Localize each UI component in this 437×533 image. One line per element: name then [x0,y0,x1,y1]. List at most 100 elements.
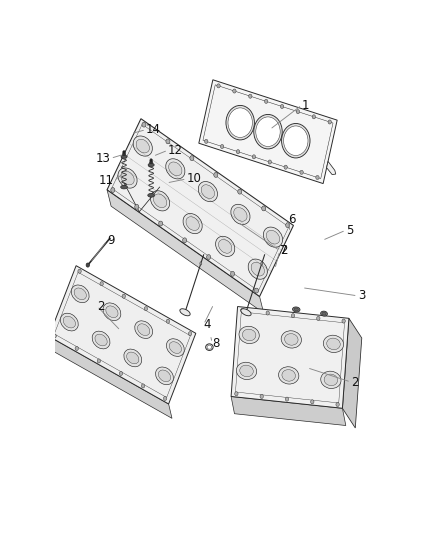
Ellipse shape [136,139,149,153]
Polygon shape [107,119,294,296]
Circle shape [119,372,123,375]
Circle shape [281,124,310,158]
Ellipse shape [292,307,300,312]
Text: 10: 10 [187,172,201,185]
Ellipse shape [71,285,89,303]
Ellipse shape [166,339,184,357]
Ellipse shape [148,163,154,166]
Circle shape [264,99,268,103]
Circle shape [235,392,238,396]
Circle shape [214,173,218,177]
Circle shape [286,223,290,228]
Circle shape [144,306,148,311]
Ellipse shape [251,262,264,276]
Text: 12: 12 [168,144,183,157]
Circle shape [328,120,331,124]
Circle shape [300,170,303,174]
Ellipse shape [121,171,134,185]
Ellipse shape [133,136,153,156]
Ellipse shape [92,331,110,349]
Circle shape [111,188,115,192]
Ellipse shape [60,313,78,331]
Ellipse shape [148,193,155,197]
Polygon shape [49,265,196,404]
Polygon shape [49,336,172,418]
Circle shape [142,122,146,127]
Circle shape [123,150,125,154]
Ellipse shape [215,236,235,256]
Text: 9: 9 [107,234,114,247]
Circle shape [190,156,194,160]
Text: 8: 8 [212,336,219,350]
Ellipse shape [158,370,170,382]
Ellipse shape [153,194,167,208]
Circle shape [205,139,208,143]
Ellipse shape [103,303,121,320]
Ellipse shape [169,162,182,176]
Text: 3: 3 [358,289,365,302]
Circle shape [220,144,224,149]
Circle shape [231,271,235,276]
Ellipse shape [282,369,295,381]
Circle shape [284,126,308,156]
Circle shape [268,160,271,164]
Ellipse shape [86,263,90,267]
Ellipse shape [243,329,256,341]
Circle shape [311,400,314,404]
Circle shape [266,311,269,315]
Circle shape [296,110,300,114]
Text: 5: 5 [346,224,353,237]
Text: 2: 2 [351,376,358,389]
Circle shape [291,313,295,318]
Text: 1: 1 [302,99,309,111]
Text: 14: 14 [146,123,161,136]
Circle shape [241,308,244,312]
Ellipse shape [284,334,298,345]
Ellipse shape [327,338,340,350]
Circle shape [312,115,316,119]
Polygon shape [199,80,337,183]
Circle shape [256,117,280,147]
Ellipse shape [324,374,338,386]
Ellipse shape [198,182,218,201]
Ellipse shape [156,367,173,385]
Polygon shape [231,397,346,425]
Ellipse shape [323,335,343,352]
Ellipse shape [241,309,251,316]
Circle shape [281,104,284,109]
Ellipse shape [234,207,247,221]
Text: 11: 11 [99,174,114,188]
Circle shape [233,89,236,93]
Polygon shape [231,306,349,408]
Circle shape [166,139,170,144]
Circle shape [150,159,153,162]
Circle shape [97,359,101,363]
Polygon shape [107,190,264,313]
Ellipse shape [169,342,181,353]
Text: 7: 7 [280,244,288,257]
Circle shape [260,394,264,399]
Ellipse shape [278,367,299,384]
Ellipse shape [74,288,87,300]
Ellipse shape [322,312,326,315]
Ellipse shape [124,349,142,367]
Ellipse shape [231,204,250,224]
Ellipse shape [218,239,232,253]
Ellipse shape [166,159,185,179]
Circle shape [122,294,125,298]
Circle shape [141,384,145,388]
Ellipse shape [106,306,118,318]
Circle shape [262,206,266,211]
Circle shape [163,397,167,400]
Text: 6: 6 [288,213,296,227]
Ellipse shape [240,365,253,377]
Ellipse shape [207,345,212,349]
Ellipse shape [201,185,215,198]
Text: 2: 2 [97,300,104,312]
Circle shape [316,175,319,180]
Ellipse shape [122,153,126,156]
Circle shape [228,108,253,138]
Ellipse shape [183,214,202,233]
Ellipse shape [150,191,170,211]
Text: 13: 13 [96,152,111,165]
